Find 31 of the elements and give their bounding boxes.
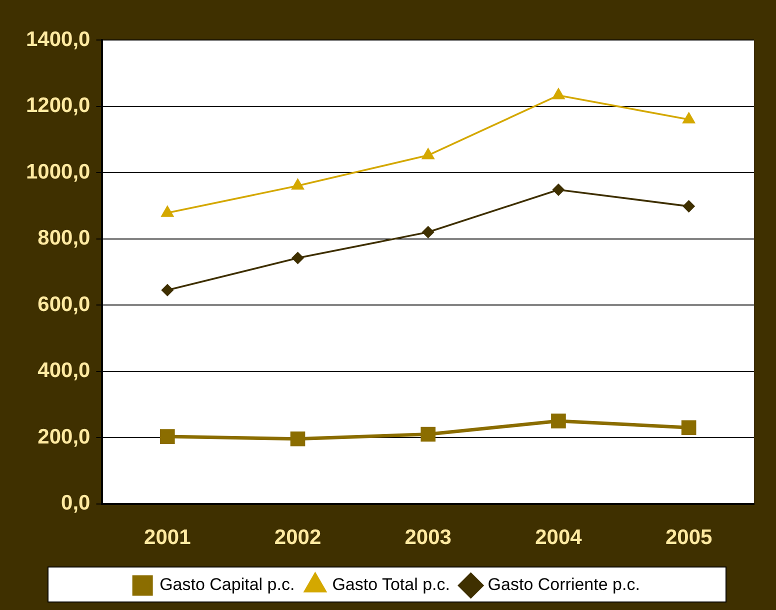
x-tick-label: 2005 — [665, 526, 712, 550]
legend-label: Gasto Total p.c. — [332, 575, 450, 594]
y-tick-label: 1400,0 — [26, 28, 90, 51]
point — [162, 284, 174, 296]
point — [422, 148, 434, 160]
point — [290, 431, 306, 446]
y-tick-label: 200,0 — [38, 425, 90, 448]
point — [420, 426, 436, 442]
point — [161, 206, 174, 217]
y-tick-label: 800,0 — [38, 226, 90, 250]
point — [292, 178, 304, 190]
legend-label: Gasto Capital p.c. — [160, 575, 295, 594]
x-tick-label: 2004 — [535, 526, 582, 550]
x-tick-label: 2002 — [274, 526, 322, 550]
x-tick-label: 2001 — [144, 526, 192, 550]
y-tick-label: 400,0 — [38, 359, 90, 382]
point — [551, 414, 566, 428]
point — [682, 112, 695, 124]
point — [552, 184, 564, 196]
y-tick-label: 1000,0 — [26, 160, 90, 184]
point — [160, 429, 175, 444]
x-tick-label: 2003 — [404, 526, 452, 550]
y-tick-label: 600,0 — [38, 292, 90, 316]
point — [681, 420, 696, 436]
point — [552, 88, 565, 100]
y-tick-label: 0,0 — [61, 492, 90, 515]
point — [292, 252, 304, 264]
y-tick-label: 1200,0 — [26, 94, 90, 118]
legend-label: Gasto Corriente p.c. — [488, 575, 640, 594]
point — [422, 226, 434, 238]
point — [682, 200, 695, 212]
